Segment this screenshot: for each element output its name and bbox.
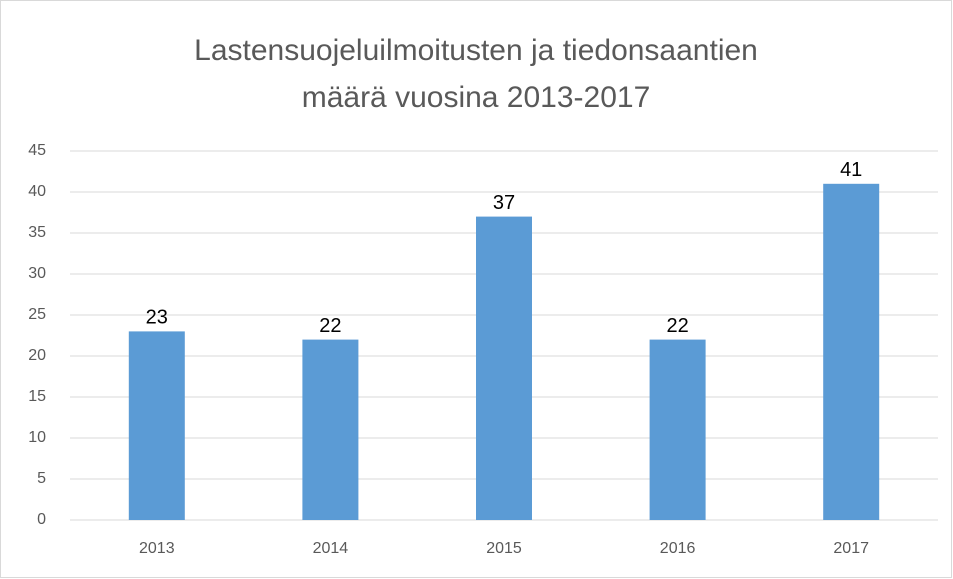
data-label: 41 (840, 159, 862, 181)
y-tick-label: 45 (28, 142, 46, 159)
y-tick-label: 0 (37, 511, 46, 528)
data-label: 22 (666, 315, 688, 337)
y-tick-label: 10 (28, 429, 46, 446)
y-tick-label: 5 (37, 470, 46, 487)
y-tick-label: 30 (28, 265, 46, 282)
y-tick-label: 35 (28, 224, 46, 241)
bar (302, 339, 359, 520)
bar (823, 183, 880, 521)
data-label: 22 (319, 315, 341, 337)
x-tick-label: 2015 (486, 540, 522, 557)
bar (128, 331, 185, 520)
y-tick-label: 20 (28, 347, 46, 364)
chart-title: Lastensuojeluilmoitusten ja tiedonsaanti… (194, 34, 758, 67)
x-tick-label: 2013 (139, 540, 175, 557)
data-label: 37 (493, 192, 515, 214)
x-tick-label: 2014 (313, 540, 349, 557)
bar (476, 216, 532, 520)
y-tick-label: 15 (28, 388, 46, 405)
x-tick-label: 2016 (660, 540, 696, 557)
x-tick-label: 2017 (833, 540, 869, 557)
bar (649, 339, 706, 520)
data-label: 23 (146, 307, 168, 329)
y-tick-label: 40 (28, 183, 46, 200)
y-tick-label: 25 (28, 306, 46, 323)
chart-title: määrä vuosina 2013-2017 (302, 81, 651, 114)
